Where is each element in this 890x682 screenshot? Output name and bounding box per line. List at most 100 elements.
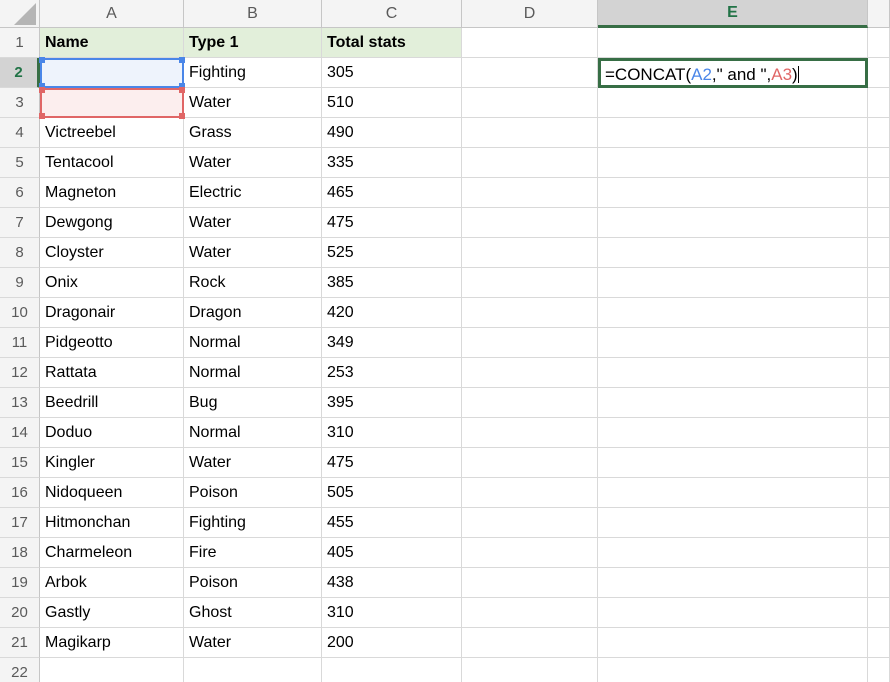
row-header-18[interactable]: 18 [0, 538, 40, 568]
cell-A3[interactable]: Poliwrath [40, 88, 184, 118]
cell-empty[interactable] [462, 598, 598, 628]
cell-empty[interactable] [462, 208, 598, 238]
cell-empty[interactable] [462, 388, 598, 418]
cell-empty[interactable] [462, 538, 598, 568]
cell-C8[interactable]: 525 [322, 238, 462, 268]
cell-B8[interactable]: Water [184, 238, 322, 268]
cell-C12[interactable]: 253 [322, 358, 462, 388]
cell-empty[interactable] [462, 268, 598, 298]
cell-C9[interactable]: 385 [322, 268, 462, 298]
cell-B9[interactable]: Rock [184, 268, 322, 298]
cell-B14[interactable]: Normal [184, 418, 322, 448]
cell-A4[interactable]: Victreebel [40, 118, 184, 148]
cell-empty[interactable] [598, 538, 868, 568]
cell-empty[interactable] [462, 118, 598, 148]
cell-empty[interactable] [868, 538, 890, 568]
cell-A21[interactable]: Magikarp [40, 628, 184, 658]
cell-empty[interactable] [462, 178, 598, 208]
cell-C2[interactable]: 305 [322, 58, 462, 88]
active-cell-formula-editor[interactable]: =CONCAT(A2," and ",A3) [598, 58, 868, 88]
cell-A11[interactable]: Pidgeotto [40, 328, 184, 358]
cell-empty[interactable] [868, 478, 890, 508]
cell-B21[interactable]: Water [184, 628, 322, 658]
cell-empty[interactable] [598, 148, 868, 178]
cell-empty[interactable] [868, 448, 890, 478]
row-header-20[interactable]: 20 [0, 598, 40, 628]
cell-empty[interactable] [462, 448, 598, 478]
cell-empty[interactable] [868, 358, 890, 388]
cell-B19[interactable]: Poison [184, 568, 322, 598]
cell-C17[interactable]: 455 [322, 508, 462, 538]
cell-empty[interactable] [868, 658, 890, 682]
cell-A17[interactable]: Hitmonchan [40, 508, 184, 538]
cell-C7[interactable]: 475 [322, 208, 462, 238]
cell-empty[interactable] [598, 238, 868, 268]
row-header-2[interactable]: 2 [0, 58, 40, 88]
cell-B7[interactable]: Water [184, 208, 322, 238]
column-header-b[interactable]: B [184, 0, 322, 27]
cell-A2[interactable]: Mankey [40, 58, 184, 88]
cell-empty[interactable] [462, 478, 598, 508]
row-header-3[interactable]: 3 [0, 88, 40, 118]
cell-empty[interactable] [462, 358, 598, 388]
column-header-d[interactable]: D [462, 0, 598, 27]
cell-C13[interactable]: 395 [322, 388, 462, 418]
row-header-17[interactable]: 17 [0, 508, 40, 538]
cell-empty[interactable] [598, 208, 868, 238]
select-all-button[interactable] [0, 0, 40, 28]
cell-empty[interactable] [462, 328, 598, 358]
cell-empty[interactable] [462, 58, 598, 88]
column-header-c[interactable]: C [322, 0, 462, 27]
cell-empty[interactable] [598, 328, 868, 358]
cell-empty[interactable] [868, 118, 890, 148]
cell-empty[interactable] [868, 298, 890, 328]
row-header-4[interactable]: 4 [0, 118, 40, 148]
column-header-a[interactable]: A [40, 0, 184, 27]
cell-B10[interactable]: Dragon [184, 298, 322, 328]
cell-empty[interactable] [868, 148, 890, 178]
row-header-14[interactable]: 14 [0, 418, 40, 448]
row-header-22[interactable]: 22 [0, 658, 40, 682]
cell-B2[interactable]: Fighting [184, 58, 322, 88]
row-header-19[interactable]: 19 [0, 568, 40, 598]
cell-empty[interactable] [868, 238, 890, 268]
row-header-8[interactable]: 8 [0, 238, 40, 268]
cell-B11[interactable]: Normal [184, 328, 322, 358]
cell-empty[interactable] [184, 658, 322, 682]
cell-empty[interactable] [462, 148, 598, 178]
cell-empty[interactable] [598, 268, 868, 298]
row-header-11[interactable]: 11 [0, 328, 40, 358]
cell-B1[interactable]: Type 1 [184, 28, 322, 58]
cell-empty[interactable] [868, 28, 890, 58]
row-header-10[interactable]: 10 [0, 298, 40, 328]
row-header-13[interactable]: 13 [0, 388, 40, 418]
cell-A12[interactable]: Rattata [40, 358, 184, 388]
cell-B5[interactable]: Water [184, 148, 322, 178]
cell-empty[interactable] [598, 658, 868, 682]
cell-A5[interactable]: Tentacool [40, 148, 184, 178]
cell-A20[interactable]: Gastly [40, 598, 184, 628]
cell-empty[interactable] [462, 568, 598, 598]
cell-B18[interactable]: Fire [184, 538, 322, 568]
cell-empty[interactable] [462, 298, 598, 328]
cell-empty[interactable] [868, 328, 890, 358]
cell-C1[interactable]: Total stats [322, 28, 462, 58]
cell-A14[interactable]: Doduo [40, 418, 184, 448]
cell-empty[interactable] [868, 178, 890, 208]
cell-A9[interactable]: Onix [40, 268, 184, 298]
cell-C3[interactable]: 510 [322, 88, 462, 118]
cell-A13[interactable]: Beedrill [40, 388, 184, 418]
cell-empty[interactable] [462, 658, 598, 682]
cell-A16[interactable]: Nidoqueen [40, 478, 184, 508]
cell-empty[interactable] [462, 28, 598, 58]
cell-C4[interactable]: 490 [322, 118, 462, 148]
cell-A18[interactable]: Charmeleon [40, 538, 184, 568]
cell-A7[interactable]: Dewgong [40, 208, 184, 238]
cell-C19[interactable]: 438 [322, 568, 462, 598]
cell-empty[interactable] [598, 598, 868, 628]
cell-B12[interactable]: Normal [184, 358, 322, 388]
cell-empty[interactable] [598, 568, 868, 598]
cell-empty[interactable] [598, 508, 868, 538]
cell-A19[interactable]: Arbok [40, 568, 184, 598]
cell-empty[interactable] [598, 478, 868, 508]
